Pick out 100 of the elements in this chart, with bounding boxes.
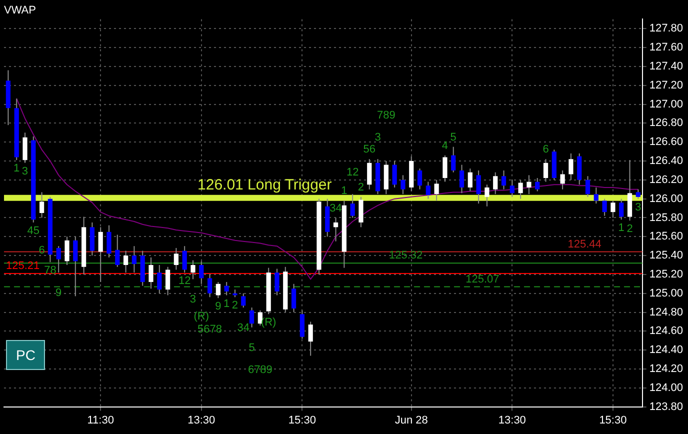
candlestick	[300, 310, 304, 340]
y-tick-label: 125.00	[649, 287, 684, 300]
button: PC	[6, 340, 46, 370]
candlestick	[274, 268, 280, 296]
y-tick-label: 126.80	[649, 117, 684, 130]
candlestick	[417, 168, 422, 190]
y-tick-label: 126.40	[649, 155, 684, 168]
candlestick	[207, 274, 212, 298]
candlestick	[434, 179, 439, 202]
y-tick-label: 125.80	[649, 212, 684, 224]
candlestick	[468, 168, 472, 192]
text: 45	[27, 224, 40, 237]
text: 1	[341, 185, 348, 198]
text: 3	[635, 201, 642, 214]
candlestick	[568, 152, 574, 180]
text: (R)	[194, 310, 210, 322]
candlestick	[392, 160, 397, 188]
candlestick	[216, 282, 220, 299]
candlestick	[560, 170, 565, 190]
text: 5678	[198, 324, 222, 336]
candlestick	[199, 260, 204, 284]
candlestick	[610, 200, 616, 218]
candlestick	[174, 247, 178, 270]
candlestick	[90, 222, 95, 256]
x-tick-label: 11:30	[87, 414, 114, 426]
candlestick	[493, 172, 498, 195]
text: 1	[14, 162, 20, 175]
text: 56	[363, 144, 376, 156]
candlestick	[115, 234, 120, 268]
x-tick-label: 13:30	[188, 414, 216, 426]
ref-line-label: 125.07	[466, 273, 500, 286]
candlestick	[350, 194, 355, 218]
candlestick	[400, 174, 406, 195]
y-tick-label: 124.20	[649, 363, 684, 376]
candlestick	[106, 224, 112, 258]
text: 1	[618, 222, 624, 234]
candlestick	[442, 154, 448, 182]
y-tick-label: 124.00	[649, 382, 684, 394]
text: 6	[542, 144, 549, 156]
text: 9	[215, 300, 222, 313]
y-tick-label: 126.00	[649, 192, 684, 205]
candlestick	[73, 236, 78, 297]
candlestick	[132, 246, 136, 274]
y-tick-label: 127.60	[649, 42, 684, 54]
candlestick	[619, 198, 624, 220]
x-tick-label: 13:30	[498, 414, 526, 426]
candlestick	[451, 146, 456, 173]
text: 2	[232, 300, 238, 312]
y-tick-label: 125.60	[649, 230, 684, 243]
candlestick	[459, 164, 464, 194]
y-tick-label: 127.00	[649, 98, 684, 110]
candlestick	[602, 198, 607, 216]
x-tick-label: Jun 28	[394, 414, 428, 426]
y-tick-label: 127.40	[649, 60, 684, 72]
text: 12	[178, 275, 191, 288]
candlestick	[165, 266, 170, 296]
y-tick-label: 126.60	[649, 136, 684, 148]
candlestick	[594, 186, 598, 204]
candlestick	[636, 188, 640, 200]
ref-line-label: 126.01 Long Trigger	[198, 176, 332, 194]
y-tick-label: 125.40	[649, 250, 684, 262]
candlestick	[182, 246, 187, 274]
candlestick	[426, 181, 430, 200]
text: 3	[374, 132, 381, 144]
candlestick	[585, 176, 590, 198]
candlestick	[291, 283, 296, 313]
text: 12	[346, 166, 359, 179]
candlestick	[535, 178, 540, 192]
y-tick-label: 126.20	[649, 174, 684, 186]
candlestick	[148, 256, 154, 290]
text: 34	[237, 322, 250, 334]
candlestick	[518, 179, 523, 200]
y-tick-label: 125.20	[649, 268, 684, 280]
text: (R)	[260, 316, 276, 329]
candlestick	[627, 160, 632, 222]
ref-line-label: 125.21	[6, 260, 40, 272]
candlestick	[157, 264, 162, 294]
candlestick	[64, 236, 70, 266]
candlestick	[241, 292, 246, 308]
candlestick	[56, 246, 61, 274]
text: 2	[626, 223, 633, 236]
text: 2	[358, 181, 364, 194]
text: 1	[224, 298, 230, 310]
x-tick-label: 15:30	[599, 414, 627, 426]
y-tick-label: 124.80	[649, 306, 684, 318]
chart-title: VWAP	[4, 4, 36, 17]
y-tick-label: 124.40	[649, 344, 684, 356]
candlestick	[98, 226, 103, 283]
candlestick	[577, 152, 582, 186]
candlestick	[249, 307, 254, 328]
candlestick	[484, 184, 490, 207]
candlestick	[543, 158, 548, 182]
candlestick	[308, 321, 313, 356]
candlestick	[123, 250, 128, 274]
ref-line-label: 125.44	[568, 238, 602, 250]
candlestick	[224, 282, 229, 296]
candlestick	[476, 170, 481, 204]
text: 3	[190, 294, 196, 306]
text: 5	[450, 131, 456, 144]
candlestick	[190, 260, 196, 280]
